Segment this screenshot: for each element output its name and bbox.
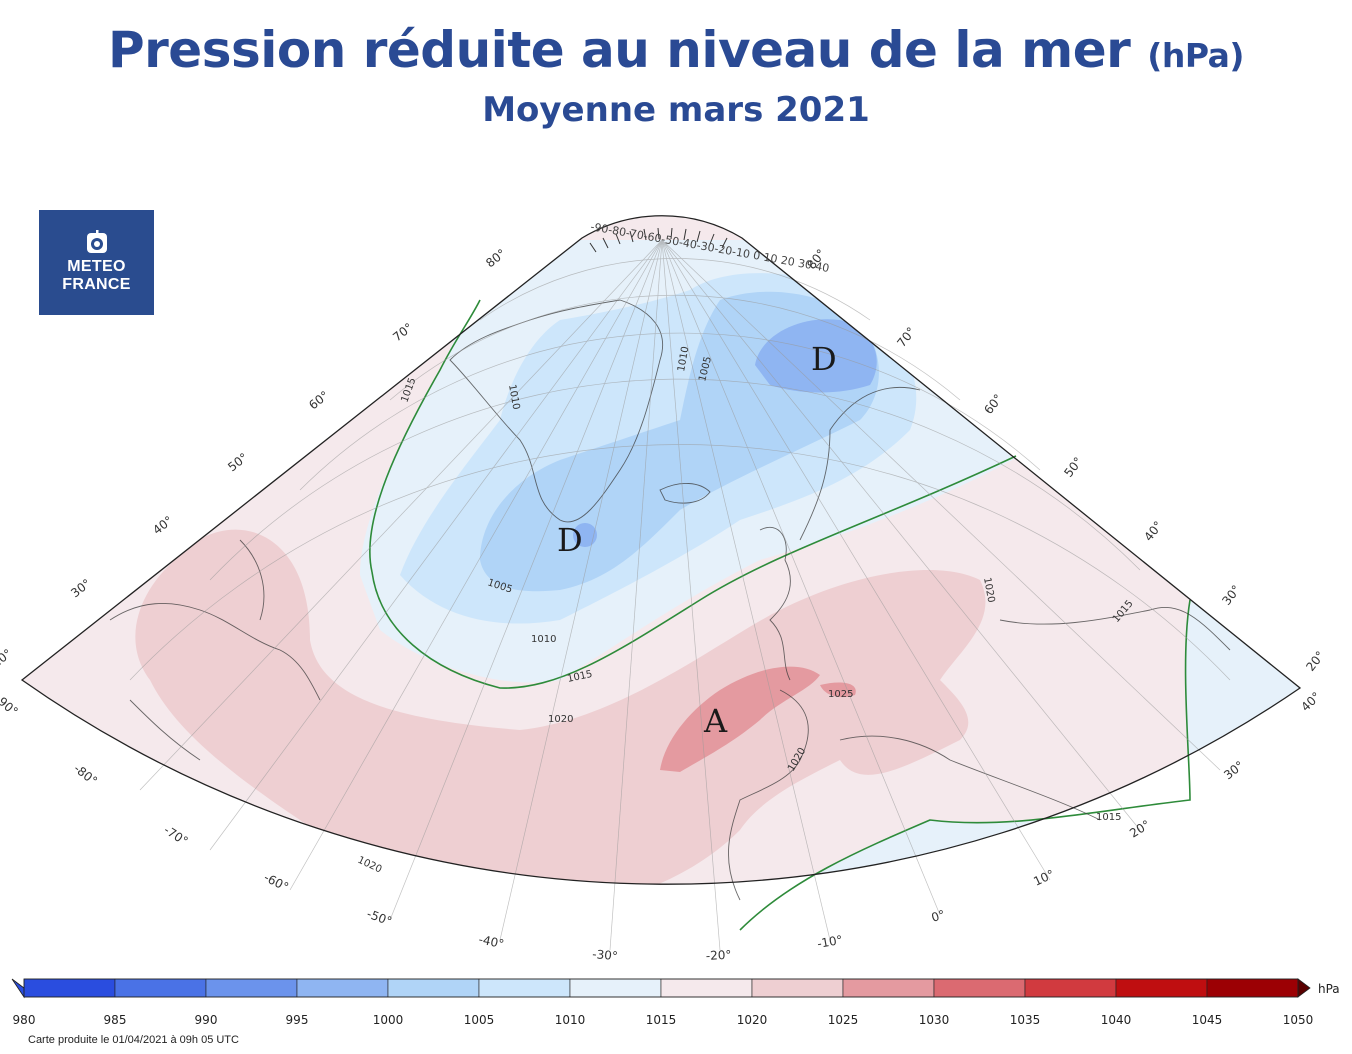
pole-ticks [589,227,728,253]
colorbar-cell [23,978,116,998]
colorbar-cell [478,978,571,998]
lat-label-30-right: 30° [1219,582,1243,607]
lat-label-20: 20° [0,646,15,670]
colorbar-cell [114,978,207,998]
colorbar-cell [751,978,844,998]
colorbar-tick-label: 980 [12,1013,36,1027]
footer-note: Carte produite le 01/04/2021 à 09h 05 UT… [28,1034,239,1046]
pressure-centers: D D A [557,340,837,740]
lon-label-m50: -50° [365,907,394,929]
colorbar-tick-label: 1000 [372,1013,404,1027]
colorbar [11,978,1311,999]
logo-line-2: FRANCE [62,276,131,293]
colorbar-right-arrow [1297,978,1311,998]
colorbar-cell [660,978,753,998]
lon-label-m90: -90° [0,692,21,719]
lat-label-50-right: 50° [1061,454,1085,479]
isobar-label: 1025 [828,689,853,700]
lat-label-30: 30° [68,576,93,600]
coastlines [109,299,1231,901]
colorbar-tick-label: 1015 [645,1013,677,1027]
lon-label-40: 40° [1298,689,1323,714]
field-995-1000-north [755,319,877,393]
map-frame [20,215,1302,885]
colorbar-tick-label: 995 [285,1013,309,1027]
page-title: Pression réduite au niveau de la mer (hP… [0,18,1352,88]
lon-label-0: 0° [930,907,947,925]
meteo-france-logo: METEO FRANCE [39,210,154,315]
colorbar-left-arrow [11,978,25,999]
logo-icon [39,230,154,258]
lat-label-70: 70° [390,320,415,344]
lon-label-30: 30° [1221,758,1246,782]
colorbar-tick-label: 1030 [918,1013,950,1027]
lat-label-40-right: 40° [1141,518,1165,543]
colorbar-cell [933,978,1026,998]
colorbar-tick-label: 1045 [1191,1013,1223,1027]
graticule [129,239,1231,951]
colorbar-tick-label: 1020 [736,1013,768,1027]
isobar-label: 1020 [981,577,996,604]
colorbar-cell [387,978,480,998]
colorbar-cell [205,978,298,998]
lat-label-70-right: 70° [894,324,918,349]
logo-line-1: METEO [67,258,126,275]
colorbar-tick-label: 985 [103,1013,127,1027]
lat-label-60: 60° [306,388,331,412]
field-995-1000-west [573,523,597,547]
lon-label-m40: -40° [477,932,505,951]
lon-label-m30: -30° [592,947,619,963]
lat-label-80: 80° [483,246,508,270]
colorbar-tick-labels: 980 985 990 995 1000 1005 1010 1015 1020 1025 1030… [0,1013,1352,1033]
high-center-label: A [703,702,728,740]
colorbar-tick-label: 1040 [1100,1013,1132,1027]
colorbar-cell [296,978,389,998]
lon-label-m60: -60° [262,870,291,894]
colorbar-cell [1206,978,1299,998]
lon-label-10: 10° [1031,867,1056,889]
colorbar-tick-label: 1050 [1282,1013,1314,1027]
colorbar-cell [1115,978,1208,998]
isobar-label: 1010 [531,634,556,645]
isobar-label: 1015 [566,669,593,685]
lat-label-50: 50° [225,450,250,474]
colorbar-cell [842,978,935,998]
lon-label-m10: -10° [816,933,844,951]
map-fields [22,215,1300,885]
low-center-label: D [557,521,583,559]
colorbar-tick-label: 990 [194,1013,218,1027]
lon-label-m80: -80° [71,761,100,788]
colorbar-tick-label: 1005 [463,1013,495,1027]
isobar-label: 1010 [506,384,521,411]
lat-label-20-right: 20° [1303,648,1327,673]
lon-label-m70: -70° [161,823,190,849]
title-unit: (hPa) [1147,36,1244,75]
isobar-label: 1020 [548,714,573,725]
isobar-label: 1020 [356,855,384,876]
colorbar-cell [569,978,662,998]
lat-label-60-right: 60° [981,391,1005,416]
lon-label-20: 20° [1127,817,1152,840]
field-1025-1030-small [820,682,856,698]
lat-label-40: 40° [150,513,175,537]
title-text: Pression réduite au niveau de la mer [108,21,1131,79]
colorbar-cell [1024,978,1117,998]
colorbar-tick-label: 1010 [554,1013,586,1027]
lon-label-m20: -20° [705,948,731,963]
low-center-label: D [811,340,837,378]
field-1020-1025 [135,529,986,885]
isobar-label: 1015 [1096,812,1121,823]
colorbar-tick-label: 1025 [827,1013,859,1027]
colorbar-tick-label: 1035 [1009,1013,1041,1027]
isobar-label: 1010 [676,346,691,373]
page-subtitle: Moyenne mars 2021 [482,90,870,130]
colorbar-frame [23,978,1299,998]
colorbar-unit: hPa [1318,982,1340,996]
header: Pression réduite au niveau de la mer (hP… [0,18,1352,132]
field-1025-1030 [660,666,820,772]
